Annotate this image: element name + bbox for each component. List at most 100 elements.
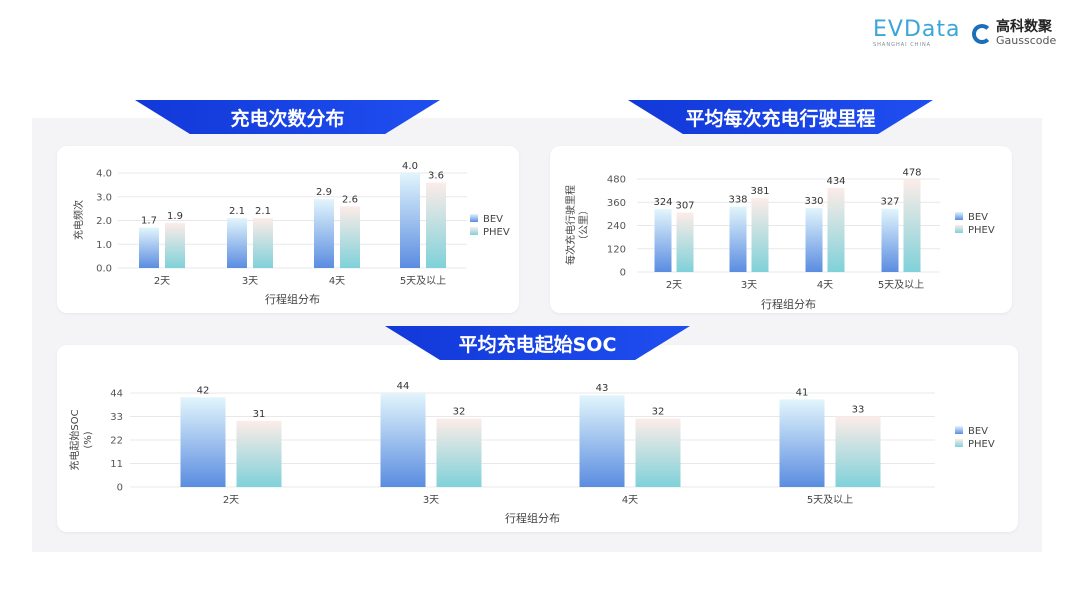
bar-phev	[426, 182, 446, 268]
legend-swatch-bev	[470, 214, 478, 222]
x-axis-label: 行程组分布	[265, 292, 320, 306]
legend-swatch-phev	[955, 225, 963, 233]
x-tick-label: 3天	[423, 495, 439, 506]
bar-bev	[400, 173, 420, 268]
x-tick-label: 4天	[329, 276, 345, 287]
chart-title-soc: 平均充电起始SOC	[385, 326, 690, 360]
y-tick-label: 1.0	[96, 240, 112, 251]
data-label: 33	[852, 405, 865, 416]
data-label: 381	[750, 186, 769, 197]
data-label: 32	[652, 407, 665, 418]
x-tick-label: 5天及以上	[400, 275, 446, 287]
y-tick-label: 4.0	[96, 169, 112, 180]
x-tick-label: 2天	[223, 495, 239, 506]
bar-phev	[236, 420, 282, 487]
bar-bev	[729, 206, 747, 272]
x-tick-label: 3天	[242, 276, 258, 287]
data-label: 42	[197, 385, 210, 396]
legend-label: BEV	[968, 426, 988, 437]
y-tick-label: 3.0	[96, 192, 112, 203]
chart-card-mileage	[550, 146, 1012, 313]
svg-text:充电起始SOC: 充电起始SOC	[68, 409, 81, 470]
data-label: 1.7	[141, 216, 157, 227]
bar-phev	[340, 206, 360, 268]
y-tick-label: 360	[607, 198, 626, 209]
bar-phev	[827, 187, 845, 272]
legend-swatch-bev	[955, 212, 963, 220]
x-tick-label: 5天及以上	[807, 494, 853, 506]
bar-phev	[165, 222, 185, 268]
evdata-logo: EVData SHANGHAI CHINA	[873, 17, 961, 49]
bar-bev	[180, 397, 226, 487]
data-label: 338	[728, 195, 747, 206]
data-label: 43	[596, 383, 609, 394]
bar-bev	[805, 208, 823, 272]
x-tick-label: 5天及以上	[878, 279, 924, 291]
bar-bev	[881, 208, 899, 272]
bar-bev	[654, 209, 672, 272]
data-label: 324	[653, 197, 672, 208]
y-tick-label: 480	[607, 175, 626, 186]
gausscode-mark-icon	[972, 23, 992, 44]
bar-bev	[139, 227, 159, 268]
data-label: 3.6	[428, 171, 444, 182]
data-label: 44	[397, 381, 410, 392]
bar-phev	[635, 418, 681, 487]
bar-bev	[779, 399, 825, 487]
y-tick-label: 240	[607, 221, 626, 232]
y-tick-label: 120	[607, 244, 626, 255]
bar-bev	[579, 395, 625, 487]
svg-text:每次充电行驶里程: 每次充电行驶里程	[564, 185, 577, 265]
data-label: 1.9	[167, 211, 183, 222]
legend-label: PHEV	[483, 227, 510, 238]
bar-phev	[835, 416, 881, 487]
data-label: 478	[902, 167, 921, 178]
data-label: 31	[253, 409, 266, 420]
chart-2: 0 11 22 33 44 2天 42 31 3天 44 32 4天 43 32 5天及以上 41 33 行程组分…	[68, 381, 995, 525]
svg-text:充电频次: 充电频次	[72, 200, 85, 240]
legend-label: PHEV	[968, 439, 995, 450]
y-axis-label: 充电起始SOC (%)	[68, 409, 94, 470]
x-tick-label: 2天	[666, 280, 682, 291]
svg-text:(%): (%)	[83, 431, 94, 448]
data-label: 434	[826, 176, 845, 187]
legend-swatch-bev	[955, 426, 963, 434]
y-tick-label: 44	[110, 389, 123, 400]
data-label: 330	[804, 196, 823, 207]
svg-text:（公里）: （公里）	[578, 205, 590, 245]
bar-phev	[903, 179, 921, 272]
data-label: 307	[675, 201, 694, 212]
x-axis-label: 行程组分布	[505, 511, 560, 525]
y-tick-label: 0	[117, 483, 123, 494]
bar-bev	[380, 393, 426, 487]
bar-phev	[676, 212, 694, 272]
chart-title-mileage: 平均每次充电行驶里程	[628, 100, 933, 134]
x-tick-label: 4天	[817, 280, 833, 291]
legend-label: PHEV	[968, 225, 995, 236]
data-label: 32	[453, 407, 466, 418]
legend-label: BEV	[968, 212, 988, 223]
data-label: 41	[796, 387, 809, 398]
data-label: 2.9	[316, 187, 332, 198]
x-tick-label: 3天	[741, 280, 757, 291]
legend-swatch-phev	[470, 227, 478, 235]
y-tick-label: 11	[110, 459, 123, 470]
data-label: 327	[880, 197, 899, 208]
y-tick-label: 0	[620, 268, 626, 279]
data-label: 2.1	[255, 206, 271, 217]
x-tick-label: 2天	[154, 276, 170, 287]
data-label: 2.1	[229, 206, 245, 217]
y-axis-label: 每次充电行驶里程 （公里）	[564, 185, 590, 265]
y-tick-label: 0.0	[96, 264, 112, 275]
bar-phev	[436, 418, 482, 487]
chart-title-charge-count: 充电次数分布	[135, 100, 440, 134]
legend-label: BEV	[483, 214, 503, 225]
data-label: 2.6	[342, 194, 358, 205]
chart-0: 0.0 1.0 2.0 3.0 4.0 2天 1.7 1.9 3天 2.1 2.1 4天 2.9 2.6 5…	[72, 161, 510, 306]
y-tick-label: 2.0	[96, 216, 112, 227]
x-tick-label: 4天	[622, 495, 638, 506]
y-tick-label: 33	[110, 412, 123, 423]
gausscode-logo: 高科数聚 Gausscode	[972, 20, 1056, 47]
